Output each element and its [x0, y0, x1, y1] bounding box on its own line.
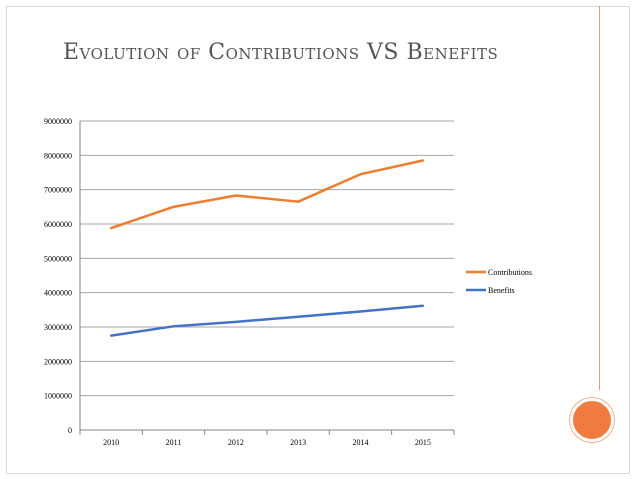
slide-frame	[6, 6, 630, 474]
y-tick-label: 7000000	[44, 186, 72, 195]
slide-title: Evolution of Contributions VS Benefits	[63, 40, 499, 65]
y-tick-label: 5000000	[44, 254, 72, 263]
legend-label-contributions: Contributions	[488, 268, 532, 277]
x-tick-label: 2014	[353, 438, 369, 447]
accent-circle-decoration	[570, 398, 614, 442]
decorative-rule	[599, 6, 600, 390]
legend-label-benefits: Benefits	[488, 286, 515, 295]
y-tick-label: 3000000	[44, 323, 72, 332]
y-tick-label: 0	[68, 426, 72, 435]
y-tick-label: 8000000	[44, 151, 72, 160]
series-line-contributions	[109, 159, 425, 230]
y-tick-label: 6000000	[44, 220, 72, 229]
y-tick-label: 9000000	[44, 117, 72, 126]
x-tick-label: 2013	[290, 438, 306, 447]
x-tick-label: 2012	[228, 438, 244, 447]
x-tick-label: 2010	[103, 438, 119, 447]
series-line-benefits	[109, 304, 425, 337]
x-tick-label: 2011	[166, 438, 182, 447]
y-tick-label: 4000000	[44, 289, 72, 298]
y-tick-label: 2000000	[44, 357, 72, 366]
x-tick-label: 2015	[415, 438, 431, 447]
y-tick-label: 1000000	[44, 392, 72, 401]
